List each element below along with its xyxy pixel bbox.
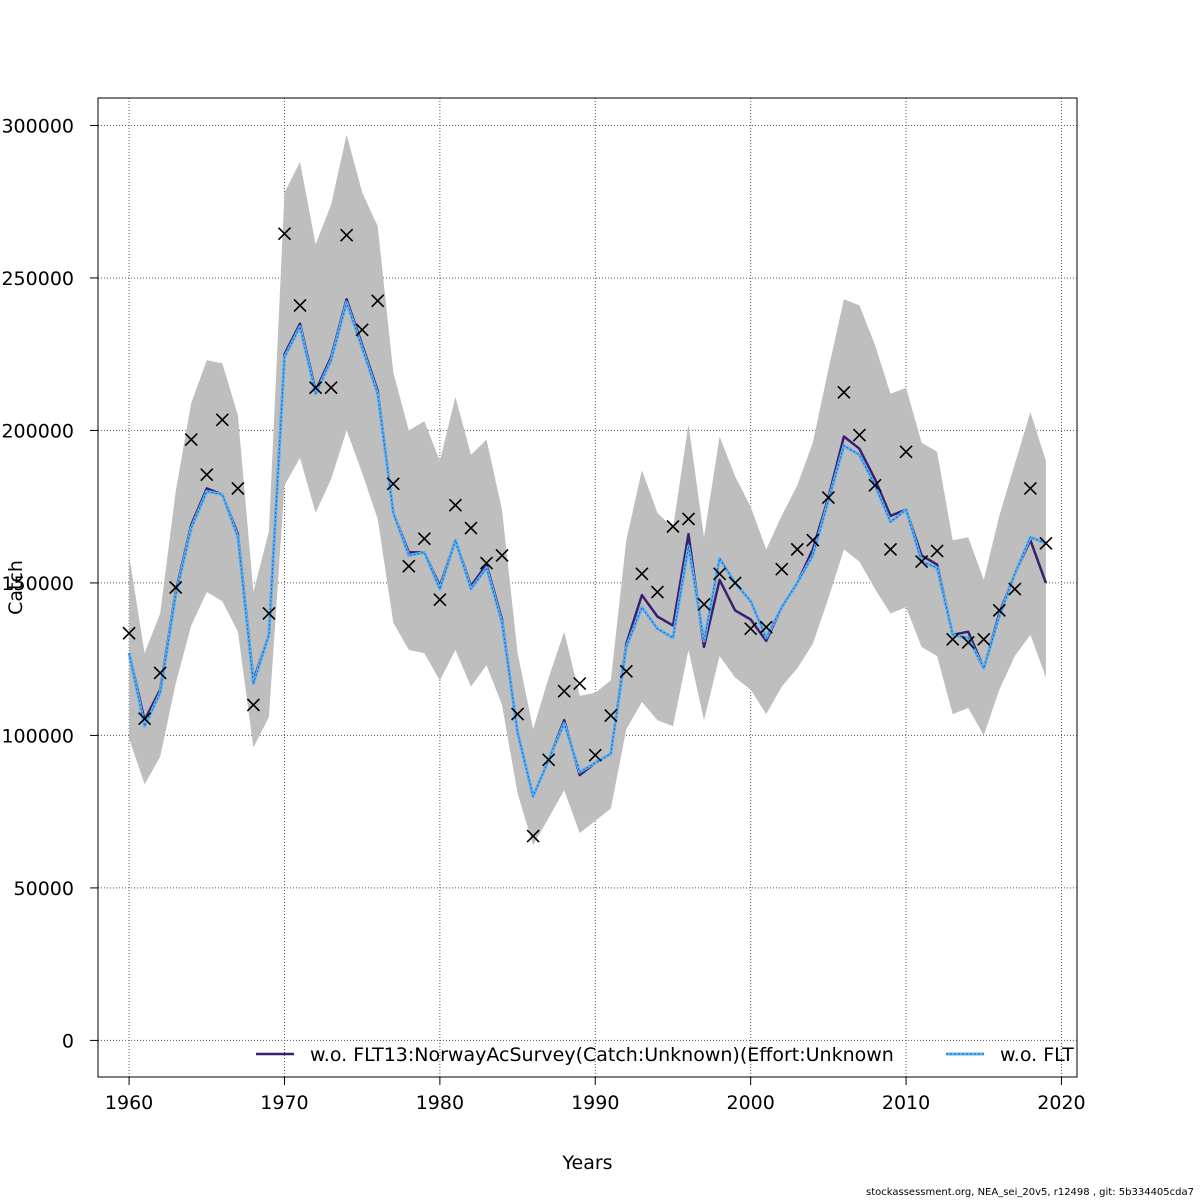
x-tick-label: 1980 xyxy=(416,1092,464,1114)
axes: 1960 1970 1980 1990 2000 2010 2020 0 50000 100000… xyxy=(1,115,1085,1114)
observed-point xyxy=(759,620,773,634)
observed-point xyxy=(324,381,338,395)
observed-point xyxy=(930,544,944,558)
observed-point xyxy=(790,542,804,556)
observed-point xyxy=(1008,582,1022,596)
legend-label-flt13: w.o. FLT13:NorwayAcSurvey(Catch:Unknown)… xyxy=(310,1044,894,1066)
observed-point xyxy=(138,712,152,726)
observed-point xyxy=(728,576,742,590)
legend: w.o. FLT13:NorwayAcSurvey(Catch:Unknown)… xyxy=(256,1044,1074,1066)
confidence-band-area xyxy=(129,134,1046,846)
observed-point xyxy=(153,666,167,680)
observed-point xyxy=(868,478,882,492)
confidence-band xyxy=(129,134,1046,846)
observed-point xyxy=(977,632,991,646)
observed-point xyxy=(340,228,354,242)
observed-point xyxy=(852,428,867,442)
observed-point xyxy=(262,606,276,620)
observed-point xyxy=(495,548,509,563)
observed-point xyxy=(713,567,727,581)
observed-point xyxy=(666,519,680,534)
x-tick-label: 1960 xyxy=(105,1092,153,1114)
observed-point xyxy=(277,227,292,241)
observed-point xyxy=(355,323,369,337)
series-line-flt-dotted xyxy=(128,301,1047,797)
observed-point xyxy=(371,294,385,308)
observed-point xyxy=(526,829,540,843)
x-tick-label: 2000 xyxy=(726,1092,774,1114)
observed-point xyxy=(1039,536,1053,550)
observed-point xyxy=(635,567,649,581)
observed-point xyxy=(604,709,618,723)
y-tick-label: 250000 xyxy=(1,268,74,290)
observed-point xyxy=(681,512,696,526)
observed-point xyxy=(308,381,323,395)
observed-point xyxy=(184,433,198,447)
y-tick-label: 50000 xyxy=(14,878,74,900)
footer-caption: stockassessment.org, NEA_sei_20v5, r1249… xyxy=(866,1187,1194,1198)
observed-point xyxy=(619,664,633,678)
observed-points xyxy=(122,227,1053,843)
observed-point xyxy=(744,622,758,636)
x-tick-label: 2010 xyxy=(882,1092,930,1114)
y-tick-label: 0 xyxy=(62,1030,74,1052)
observed-point xyxy=(650,585,664,599)
observed-point xyxy=(573,677,587,691)
observed-point xyxy=(1023,481,1037,495)
observed-point xyxy=(417,532,431,546)
observed-point xyxy=(433,593,447,607)
observed-point xyxy=(542,753,556,767)
observed-point xyxy=(806,533,820,547)
observed-point xyxy=(961,635,975,649)
observed-point xyxy=(169,580,183,595)
observed-point xyxy=(697,597,711,611)
observed-point xyxy=(402,559,416,573)
observed-point xyxy=(775,562,789,576)
observed-point xyxy=(557,684,571,698)
observed-point xyxy=(899,445,913,459)
y-tick-label: 200000 xyxy=(1,420,74,442)
observed-point xyxy=(231,481,245,495)
legend-label-flt: w.o. FLT xyxy=(1000,1044,1074,1066)
observed-point xyxy=(511,707,525,721)
observed-point xyxy=(200,468,214,482)
y-tick-label: 300000 xyxy=(1,115,74,137)
observed-point xyxy=(464,521,478,535)
observed-point xyxy=(883,542,898,556)
y-tick-label: 100000 xyxy=(1,725,74,747)
observed-point xyxy=(215,413,229,427)
x-tick-label: 1970 xyxy=(260,1092,308,1114)
observed-point xyxy=(293,298,307,312)
observed-point xyxy=(915,555,929,569)
observed-point xyxy=(386,477,400,491)
observed-point xyxy=(122,626,136,640)
observed-point xyxy=(837,385,851,399)
y-axis-title: Catch xyxy=(5,560,27,615)
observed-point xyxy=(246,698,260,712)
plot-frame xyxy=(97,97,1078,1078)
y-tick-label: 150000 xyxy=(1,573,74,595)
series-lines xyxy=(127,298,1048,798)
x-tick-label: 1990 xyxy=(571,1092,619,1114)
observed-point xyxy=(588,748,602,762)
observed-point xyxy=(992,603,1006,617)
observed-point xyxy=(821,490,835,505)
x-axis-title: Years xyxy=(561,1152,612,1174)
observed-point xyxy=(479,556,494,570)
observed-point xyxy=(946,632,960,646)
observed-point xyxy=(448,498,462,512)
x-tick-label: 2020 xyxy=(1037,1092,1085,1114)
